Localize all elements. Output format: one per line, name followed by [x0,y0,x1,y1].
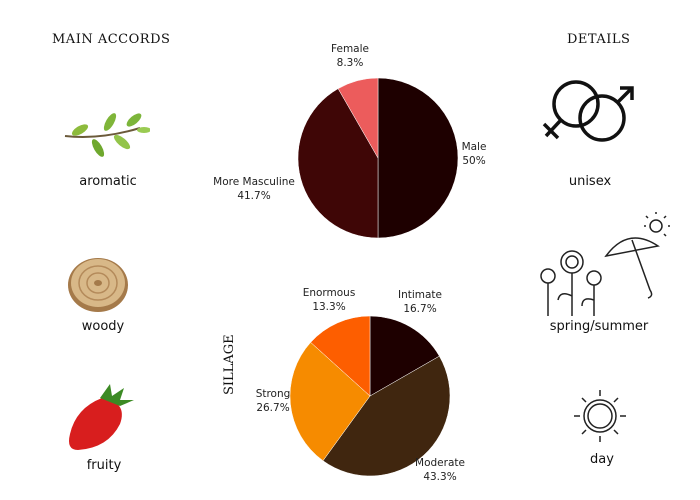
pie-label-value: 13.3% [312,301,345,313]
detail-label-spring-summer: spring/summer [549,319,649,334]
main-accords-title: MAIN ACCORDS [52,32,171,47]
pie-slice-more-masculine [297,88,379,239]
pie-slice-strong [289,341,371,462]
herb-leaves-icon [64,113,150,157]
pie-label-category: Strong [256,388,291,400]
pie-label-category: Enormous [303,287,356,299]
pie-label-category: More Masculine [213,176,295,188]
sun-icon [574,390,626,442]
pie-label-category: Intimate [398,289,442,301]
accord-label-fruity: fruity [86,458,122,473]
pie-label-value: 16.7% [403,303,436,315]
pie-slice-moderate [322,355,451,477]
pie-label-value: 8.3% [337,57,364,69]
pie-slice-male [377,77,459,239]
accord-label-aromatic: aromatic [79,174,137,189]
flowers-umbrella-sun-icon [540,212,670,316]
pie-label-value: 26.7% [256,402,289,414]
detail-label-unisex: unisex [568,174,612,189]
pie-label-category: Male [462,141,487,153]
pie-slice-enormous [310,315,371,397]
pie-label-category: Female [331,43,369,55]
pie-slice-female [337,77,379,159]
detail-label-day: day [590,452,614,467]
wood-slice-icon [68,258,128,312]
pie-slice-intimate [369,315,440,397]
gender-symbols-icon [542,80,634,142]
details-title: DETAILS [567,32,631,47]
accord-label-woody: woody [81,319,125,334]
pie-label-value: 43.3% [423,471,456,483]
sillage-title: SILLAGE [222,334,237,395]
pie-label-value: 50% [462,155,485,167]
pie-label-category: Moderate [415,457,465,469]
pie-label-value: 41.7% [237,190,270,202]
strawberry-icon [69,384,134,450]
